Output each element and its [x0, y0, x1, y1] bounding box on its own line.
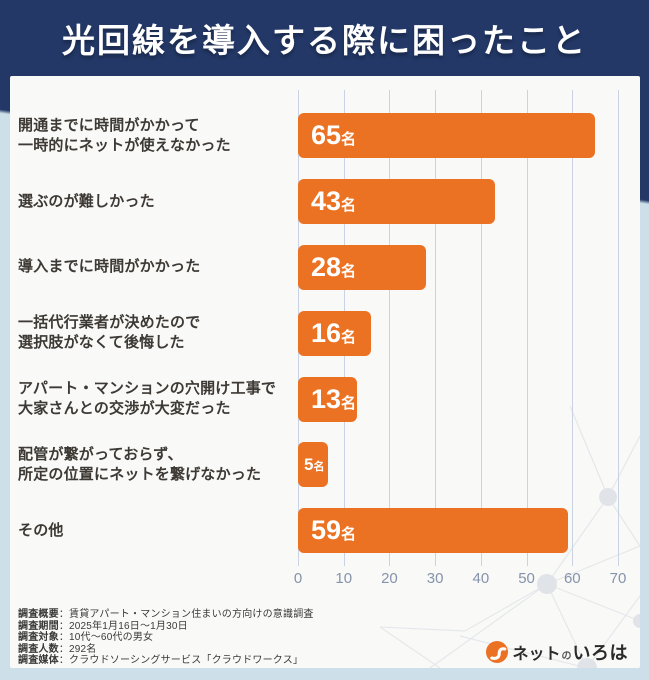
iroha-swirl-icon: [486, 641, 509, 663]
chart-row: 一括代行業者が決めたので 選択肢がなくて後悔した 16名: [18, 300, 632, 366]
survey-meta-value: ：2025年1月16日～1月30日: [58, 620, 188, 632]
x-tick-label: 40: [472, 570, 490, 587]
bar-track: 59名: [298, 508, 618, 554]
survey-meta-label: 調査人数: [18, 643, 59, 655]
bar-value: 43: [311, 186, 342, 217]
category-label: 導入までに時間がかかった: [18, 258, 201, 276]
brand-text-net: ネット: [512, 646, 561, 663]
value-bar: 28名: [298, 244, 426, 290]
x-tick-label: 60: [563, 570, 581, 587]
bar-value-suffix: 名: [341, 394, 357, 412]
bar-value-suffix: 名: [341, 131, 357, 149]
gridline: [480, 90, 482, 566]
bar-track: 5名: [298, 442, 618, 488]
bar-label: 5名: [298, 455, 324, 475]
title-banner: 光回線を導入する際に困ったこと: [0, 0, 649, 76]
survey-meta-line: 調査媒体：クラウドソーシングサービス「クラウドワークス」: [18, 655, 314, 667]
x-tick-label: 30: [426, 570, 444, 587]
chart-row: 配管が繋がっておらず、 所定の位置にネットを繋げなかった 5名: [18, 432, 632, 498]
category-label: アパート・マンションの穴開け工事で 大家さんとの交渉が大変だった: [18, 379, 277, 418]
bar-value-suffix: 名: [341, 197, 357, 215]
survey-meta-label: 調査媒体: [18, 655, 59, 666]
bar-label: 16名: [298, 318, 356, 349]
survey-meta: 調査概要：賃貸アパート・マンション住まいの方向けの意識調査 調査期間：2025年1…: [18, 609, 314, 667]
bar-value-suffix: 名: [313, 460, 325, 473]
bar-label: 65名: [298, 120, 356, 151]
value-bar: 5名: [298, 442, 328, 488]
bar-value: 28: [311, 251, 342, 282]
category-label: 選ぶのが難しかった: [18, 192, 155, 210]
chart-row: 選ぶのが難しかった 43名: [18, 169, 632, 235]
page-title: 光回線を導入する際に困ったこと: [62, 22, 587, 59]
survey-meta-label: 調査期間: [18, 620, 59, 632]
survey-meta-label: 調査対象: [18, 632, 59, 643]
gridline: [618, 90, 619, 566]
bar-value-suffix: 名: [341, 328, 357, 346]
value-bar: 43名: [298, 179, 495, 225]
survey-meta-line: 調査人数：292名: [18, 644, 314, 656]
bar-track: 28名: [298, 244, 618, 290]
value-bar: 59名: [298, 508, 568, 554]
chart-row: その他 59名: [18, 498, 632, 564]
category-label: 一括代行業者が決めたので 選択肢がなくて後悔した: [18, 314, 201, 352]
value-bar: 16名: [298, 310, 372, 356]
bar-value: 5: [304, 454, 314, 474]
gridline: [389, 90, 391, 566]
bar-track: 65名: [298, 113, 618, 159]
brand-logo: ネット の いろは: [486, 639, 628, 665]
x-tick-label: 50: [518, 570, 535, 587]
bar-label: 13名: [298, 384, 356, 415]
chart-row: 開通までに時間がかかって 一時的にネットが使えなかった 65名: [18, 103, 632, 169]
bar-value: 65: [311, 120, 342, 151]
bar-value: 16: [311, 317, 342, 348]
brand-logo-text: ネット の いろは: [512, 639, 628, 665]
gridline: [526, 90, 528, 566]
survey-meta-label: 調査概要: [18, 609, 59, 620]
chart-card: 開通までに時間がかかって 一時的にネットが使えなかった 65名 選ぶのが難しかっ…: [10, 76, 640, 668]
brand-text-no: の: [561, 651, 572, 662]
bar-track: 43名: [298, 179, 618, 225]
category-label: 開通までに時間がかかって 一時的にネットが使えなかった: [18, 116, 231, 154]
survey-meta-value: ：クラウドソーシングサービス「クラウドワークス」: [58, 655, 304, 666]
survey-meta-line: 調査概要：賃貸アパート・マンション住まいの方向けの意識調査: [18, 609, 314, 621]
chart-row: アパート・マンションの穴開け工事で 大家さんとの交渉が大変だった 13名: [18, 366, 632, 432]
chart-row: 導入までに時間がかかった 28名: [18, 235, 632, 301]
network-decoration: [379, 405, 640, 668]
gridline: [435, 90, 437, 566]
bar-label: 28名: [298, 252, 356, 283]
bar-label: 43名: [298, 186, 356, 217]
bar-track: 16名: [298, 310, 618, 356]
bar-label: 59名: [298, 515, 356, 546]
survey-meta-line: 調査期間：2025年1月16日～1月30日: [18, 621, 314, 633]
survey-meta-value: ：292名: [58, 643, 97, 655]
bar-value-suffix: 名: [341, 526, 357, 544]
bar-track: 13名: [298, 376, 618, 422]
x-axis-ticks: 0 10 20 30 40 50 60 70: [10, 570, 640, 590]
category-label: その他: [18, 521, 64, 539]
bar-rows: 開通までに時間がかかって 一時的にネットが使えなかった 65名 選ぶのが難しかっ…: [18, 103, 632, 564]
x-tick-label: 20: [381, 570, 398, 587]
brand-text-iroha: いろは: [572, 643, 628, 663]
survey-meta-value: ：賃貸アパート・マンション住まいの方向けの意識調査: [58, 609, 314, 620]
bar-value-suffix: 名: [341, 262, 357, 280]
survey-meta-line: 調査対象：10代～60代の男女: [18, 632, 314, 644]
gridline: [572, 90, 574, 566]
x-tick-label: 70: [609, 570, 627, 587]
survey-meta-value: ：10代～60代の男女: [58, 632, 154, 643]
category-label: 配管が繋がっておらず、 所定の位置にネットを繋げなかった: [18, 445, 262, 483]
value-bar: 13名: [298, 376, 358, 422]
bar-value: 13: [311, 383, 342, 414]
x-tick-label: 10: [335, 570, 353, 587]
value-bar: 65名: [298, 113, 596, 159]
x-tick-label: 0: [293, 570, 303, 587]
bar-value: 59: [311, 515, 342, 546]
